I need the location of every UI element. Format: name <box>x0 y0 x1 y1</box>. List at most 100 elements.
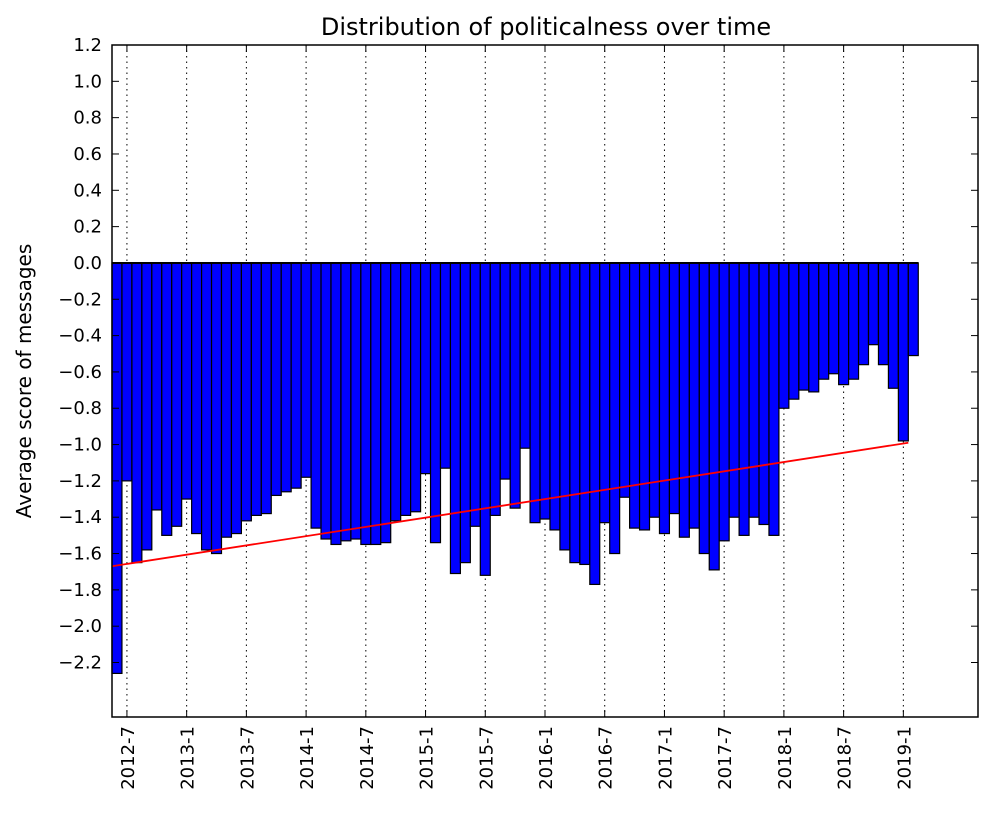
bar <box>589 262 601 586</box>
bar <box>569 262 581 564</box>
bar <box>549 262 561 531</box>
y-tick-label: −2.2 <box>58 653 102 674</box>
bar <box>539 262 551 520</box>
bars <box>111 262 919 675</box>
x-tick-label: 2018-7 <box>835 726 856 790</box>
bar <box>360 262 372 546</box>
x-tick-label: 2019-1 <box>894 726 915 790</box>
y-tick-label: 0.6 <box>73 144 102 165</box>
bar <box>230 262 243 535</box>
bar <box>141 262 153 551</box>
y-tick-label: −2.0 <box>58 616 102 637</box>
bar <box>181 262 193 500</box>
bar <box>250 262 262 517</box>
bar <box>191 262 203 535</box>
bar <box>818 262 830 380</box>
x-axis-ticks: 2012-7 2013-1 2013-7 2014-1 2014-7 2015-1 2015… <box>118 45 915 790</box>
bar <box>419 262 432 475</box>
bar <box>290 262 302 489</box>
y-tick-label: −1.2 <box>58 471 102 492</box>
bar <box>728 262 740 518</box>
bar <box>410 262 422 513</box>
bar <box>200 262 213 551</box>
y-tick-label: 1.2 <box>73 35 102 56</box>
x-tick-label: 2017-7 <box>715 726 736 790</box>
bar <box>758 262 770 526</box>
bar <box>778 262 790 409</box>
bar <box>240 262 252 522</box>
bar <box>439 262 452 469</box>
y-axis-ticks: 1.2 1.0 0.8 0.6 0.4 0.2 0.0 −0.2 −0.4 −0.6 −0.8 −1.… <box>58 35 978 674</box>
x-tick-label: 2015-7 <box>476 726 497 790</box>
bar <box>280 262 292 493</box>
bar <box>599 262 611 524</box>
bar <box>310 262 322 529</box>
bar <box>519 262 531 449</box>
bar <box>559 262 571 551</box>
bar <box>798 262 810 391</box>
y-tick-label: −1.0 <box>58 435 102 456</box>
bar <box>509 262 521 509</box>
bar <box>449 262 461 575</box>
bar <box>629 262 641 529</box>
bar <box>768 262 780 536</box>
y-tick-label: 0.8 <box>73 108 102 129</box>
bar <box>698 262 710 555</box>
bar <box>131 262 143 564</box>
trend-line <box>111 441 909 568</box>
y-tick-label: −1.4 <box>58 507 102 528</box>
x-tick-label: 2012-7 <box>118 726 139 790</box>
bar <box>648 262 661 518</box>
bar <box>887 262 899 389</box>
bar <box>658 262 671 535</box>
bar <box>171 262 183 527</box>
y-tick-label: −1.6 <box>58 544 102 565</box>
bar <box>619 262 631 498</box>
x-tick-label: 2014-7 <box>357 726 378 790</box>
bar <box>857 262 870 366</box>
y-tick-label: 0.2 <box>73 217 102 238</box>
bar <box>220 262 233 538</box>
y-tick-label: −0.4 <box>58 326 102 347</box>
x-tick-label: 2013-7 <box>237 726 258 790</box>
bar <box>828 262 840 375</box>
x-tick-label: 2013-1 <box>178 726 199 790</box>
bar <box>838 262 850 386</box>
bar <box>877 262 890 366</box>
bar <box>489 262 501 517</box>
bar <box>121 262 133 482</box>
bar <box>897 262 909 442</box>
y-tick-label: −0.2 <box>58 289 102 310</box>
trend-line-group <box>111 441 909 568</box>
bar <box>270 262 282 497</box>
bar <box>429 262 442 544</box>
bar <box>529 262 541 524</box>
y-axis-label: Average score of messages <box>12 244 36 519</box>
bar <box>260 262 272 515</box>
bar <box>300 262 312 478</box>
bar <box>579 262 591 566</box>
y-tick-label: 1.0 <box>73 71 102 92</box>
bar <box>738 262 750 536</box>
y-tick-label: 0.0 <box>73 253 102 274</box>
bar <box>161 262 173 536</box>
y-tick-label: 0.4 <box>73 180 102 201</box>
bar <box>788 262 800 400</box>
bar <box>867 262 880 346</box>
bar <box>330 262 342 546</box>
bar <box>808 262 820 393</box>
y-tick-label: −0.6 <box>58 362 102 383</box>
bar <box>668 262 680 515</box>
bar <box>210 262 223 555</box>
bar <box>718 262 730 542</box>
bar <box>151 262 163 511</box>
x-tick-label: 2016-1 <box>536 726 557 790</box>
bar <box>499 262 511 480</box>
bar <box>380 262 392 544</box>
bar <box>370 262 382 546</box>
bar <box>479 262 491 576</box>
bar <box>320 262 332 540</box>
bar <box>400 262 412 517</box>
bar <box>390 262 402 522</box>
